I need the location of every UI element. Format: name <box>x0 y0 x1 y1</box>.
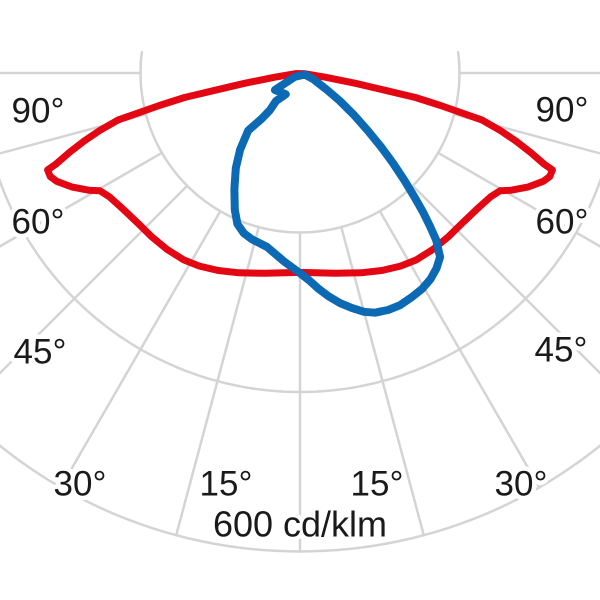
red-curve <box>44 70 556 277</box>
angle-label-right-15: 15° <box>351 465 404 504</box>
grid-radial-right-45 <box>411 184 600 375</box>
angle-label-right-90: 90° <box>536 91 589 130</box>
angle-label-left-45: 45° <box>14 333 67 372</box>
grid-radial-right-30 <box>378 209 541 489</box>
grid-radial-right-60 <box>436 151 600 248</box>
angle-label-left-90: 90° <box>12 92 65 131</box>
grid-radial-left-30 <box>59 209 222 489</box>
angle-label-left-60: 60° <box>12 203 65 242</box>
blue-curve <box>230 70 445 317</box>
intensity-scale-caption: 600 cd/klm <box>213 504 387 545</box>
angle-label-left-15: 15° <box>200 465 253 504</box>
angle-label-right-60: 60° <box>536 203 589 242</box>
angle-label-right-45: 45° <box>535 331 588 370</box>
grid-radial-left-15 <box>174 225 260 537</box>
axis-labels: 90° 60° 45° 30° 15° 90° 60° 45° 30° 15° … <box>7 86 593 549</box>
grid-radial-right-75 <box>452 113 600 155</box>
angle-label-right-30: 30° <box>495 465 548 504</box>
grid-radial-right-15 <box>340 225 426 537</box>
grid-radial-left-45 <box>0 184 189 375</box>
grid-radial-left-75 <box>0 113 148 155</box>
intensity-curves <box>44 70 556 317</box>
angle-label-left-30: 30° <box>54 465 107 504</box>
grid-radial-left-60 <box>0 151 164 248</box>
polar-grid <box>0 50 600 553</box>
